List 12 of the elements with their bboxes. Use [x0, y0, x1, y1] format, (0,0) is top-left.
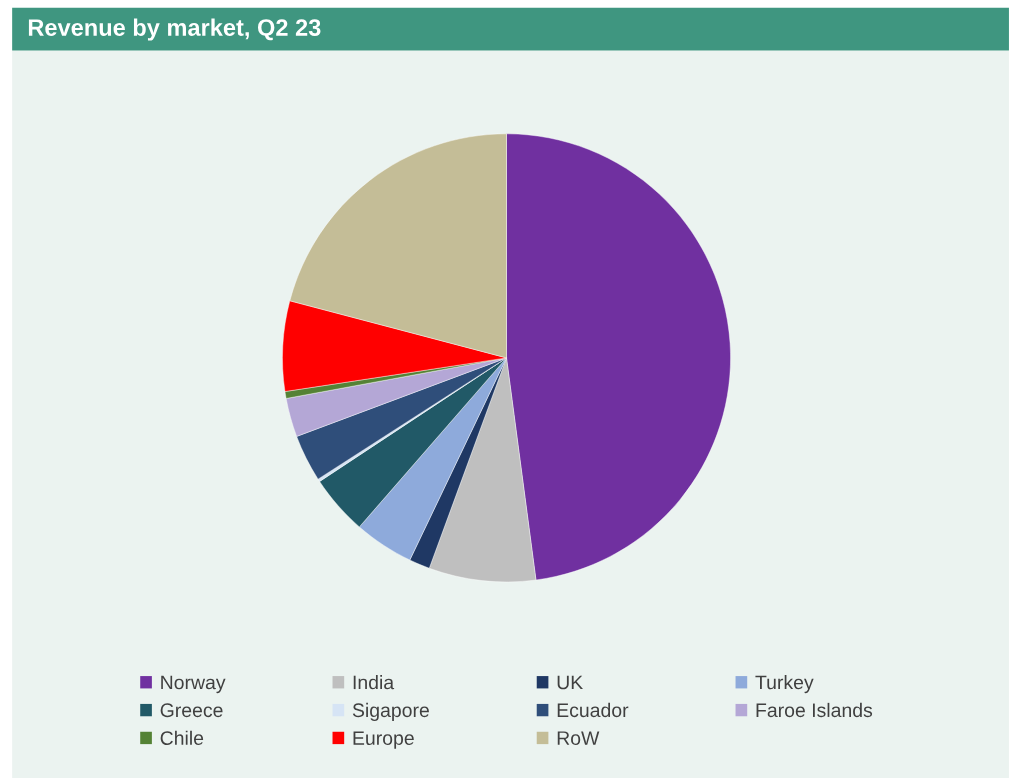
legend-label: Europe — [353, 731, 414, 749]
legend-label: Chile — [160, 730, 204, 745]
chart-title: Revenue by market, Q2 23 — [28, 18, 321, 41]
legend-label: Sigapore — [352, 702, 429, 721]
legend-label: UK — [557, 675, 583, 690]
legend-label: India — [353, 675, 395, 690]
legend-label: Norway — [161, 675, 226, 694]
legend-label: Faroe Islands — [756, 702, 873, 718]
legend-label: Greece — [160, 703, 223, 718]
legend-label: Turkey — [755, 675, 814, 694]
legend-label: Ecuador — [557, 702, 629, 718]
legend-label: RoW — [557, 731, 600, 745]
